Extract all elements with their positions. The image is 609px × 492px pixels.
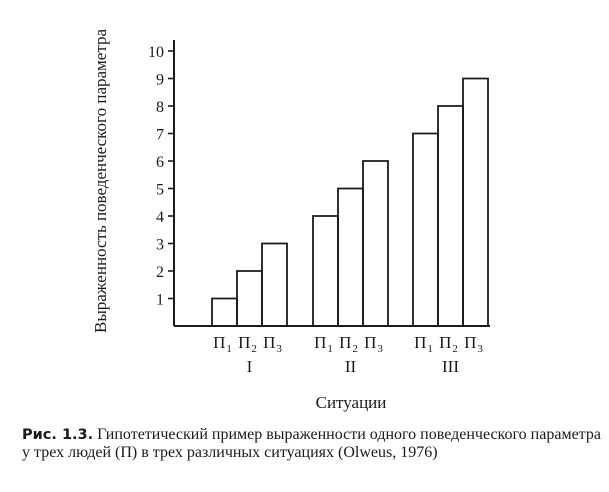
caption-text: Гипотетический пример выраженности одног… xyxy=(22,426,601,461)
y-tick-label: 10 xyxy=(148,44,164,61)
y-tick-label: 2 xyxy=(156,264,164,281)
bar xyxy=(337,187,364,326)
bar xyxy=(362,160,389,326)
group-label: I xyxy=(247,357,253,376)
bar-label: П3 xyxy=(464,333,483,355)
bar-label: П2 xyxy=(238,333,257,355)
bar-label-subscript: 1 xyxy=(226,343,232,355)
y-tick-label: 5 xyxy=(156,182,164,199)
y-tick-label: 9 xyxy=(156,72,164,89)
bar-chart-figure: Выраженность поведенческого параметра Си… xyxy=(91,29,490,412)
bar-label: П2 xyxy=(339,333,358,355)
x-axis-label: Ситуации xyxy=(316,393,387,412)
bar-label-subscript: 2 xyxy=(352,343,358,355)
bar-label-subscript: 1 xyxy=(427,343,433,355)
y-tick-label: 6 xyxy=(156,154,164,171)
bar-label: П2 xyxy=(439,333,458,355)
bar xyxy=(211,297,238,326)
bar-label: П1 xyxy=(414,333,433,355)
y-tick-label: 1 xyxy=(156,292,164,309)
caption-label: Рис. 1.3. xyxy=(22,427,94,443)
bar-label-subscript: 1 xyxy=(327,343,333,355)
bar-label: П3 xyxy=(364,333,383,355)
bar-label: П3 xyxy=(263,333,282,355)
bar xyxy=(437,105,464,326)
bar xyxy=(412,132,439,326)
bar-label-subscript: 3 xyxy=(377,343,383,355)
bar xyxy=(236,270,263,326)
bar-label-subscript: 2 xyxy=(452,343,458,355)
bar-label-subscript: 2 xyxy=(251,343,257,355)
bar xyxy=(261,242,288,326)
y-axis-label: Выраженность поведенческого параметра xyxy=(91,29,110,333)
y-tick-label: 4 xyxy=(156,209,164,226)
y-tick-label: 7 xyxy=(156,127,164,144)
bar-label-subscript: 3 xyxy=(477,343,483,355)
bar xyxy=(462,77,489,326)
figure-caption: Рис. 1.3. Гипотетический пример выраженн… xyxy=(22,426,602,462)
bar-label: П1 xyxy=(314,333,333,355)
bar-label-subscript: 3 xyxy=(276,343,282,355)
bar xyxy=(312,215,339,326)
y-tick-label: 3 xyxy=(156,237,164,254)
bar-label: П1 xyxy=(213,333,232,355)
bar-chart: Выраженность поведенческого параметра Си… xyxy=(91,29,490,412)
group-label: III xyxy=(442,357,459,376)
group-label: II xyxy=(345,357,357,376)
y-tick-label: 8 xyxy=(156,99,164,116)
